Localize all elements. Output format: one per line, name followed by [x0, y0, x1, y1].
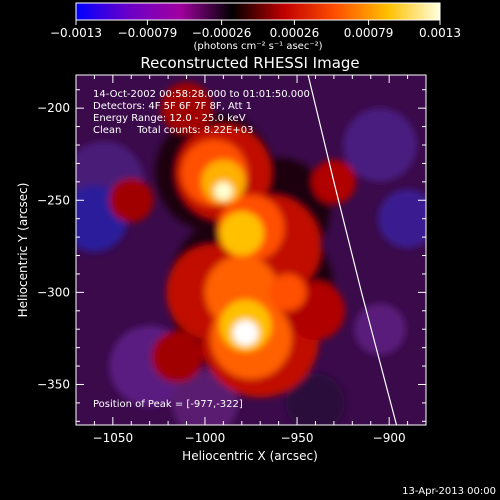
x-axis-ticks: −1050 −1000 −950 −900 — [93, 75, 409, 445]
colorbar-tick-label: 0.00026 — [270, 26, 320, 40]
colorbar-tick-label: 0.00079 — [344, 26, 394, 40]
heatmap-blob — [219, 211, 264, 256]
heatmap-blob — [232, 320, 259, 346]
y-tick-label: −200 — [37, 101, 70, 115]
x-tick-label: −1000 — [185, 431, 226, 445]
colorbar-tick-label: −0.0013 — [50, 26, 102, 40]
colorbar-tick-label: −0.00026 — [192, 26, 252, 40]
footer-timestamp: 13-Apr-2013 00:00 — [402, 486, 496, 497]
heatmap-blob — [286, 373, 345, 425]
colorbar-tick-label: −0.00079 — [118, 26, 178, 40]
heatmap-blob — [201, 159, 246, 204]
heatmap-blob — [343, 108, 417, 182]
annotation-clean: Clean Total counts: 8.22E+03 — [93, 125, 253, 136]
x-axis-label: Heliocentric X (arcsec) — [182, 449, 318, 463]
colorbar-ticks: −0.0013 −0.00079 −0.00026 0.00026 0.00079 0.0… — [50, 20, 461, 40]
colorbar-tick-label: 0.0013 — [419, 26, 461, 40]
heatmap-blob — [354, 303, 406, 356]
annotation-detectors: Detectors: 4F 5F 6F 7F 8F, Att 1 — [93, 101, 252, 112]
heatmap-blob — [151, 331, 204, 383]
heatmap-blob — [109, 178, 154, 223]
y-tick-label: −350 — [37, 377, 70, 391]
solar-limb-curve — [307, 75, 398, 425]
colorbar-gradient — [76, 3, 440, 20]
heatmap-blob — [160, 82, 213, 134]
annotation-energy: Energy Range: 12.0 - 25.0 keV — [93, 113, 246, 124]
y-axis-label: Heliocentric Y (arcsec) — [16, 183, 30, 318]
annotation-peak: Position of Peak = [-977,-322] — [93, 399, 243, 410]
chart-title: Reconstructed RHESSI Image — [140, 54, 359, 72]
heatmap-image — [76, 82, 426, 425]
plot-area: −1050 −1000 −950 −900 −200 −250 −300 −350 — [37, 74, 427, 445]
heatmap-blob — [214, 181, 233, 201]
x-tick-label: −950 — [281, 431, 314, 445]
heatmap-blob — [269, 273, 307, 311]
heatmap-blob — [171, 369, 239, 425]
annotation-time: 14-Oct-2002 00:58:28.000 to 01:01:50.000 — [93, 89, 310, 100]
y-tick-label: −300 — [37, 285, 70, 299]
colorbar-unit-label: (photons cm⁻² s⁻¹ asec⁻²) — [193, 41, 322, 52]
x-tick-label: −1050 — [93, 431, 134, 445]
y-tick-label: −250 — [37, 193, 70, 207]
x-tick-label: −900 — [373, 431, 406, 445]
plot-frame — [75, 74, 427, 426]
heatmap-blob — [378, 189, 426, 249]
y-axis-ticks: −200 −250 −300 −350 — [37, 89, 426, 422]
colorbar: −0.0013 −0.00079 −0.00026 0.00026 0.00079 0.0… — [50, 2, 461, 52]
colorbar-frame — [75, 2, 441, 21]
